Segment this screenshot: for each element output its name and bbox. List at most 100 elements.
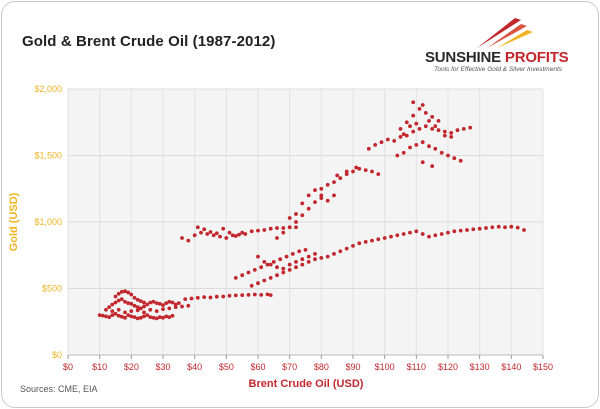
data-point: [142, 310, 146, 315]
data-point: [515, 225, 520, 230]
data-point: [148, 315, 153, 319]
data-point: [154, 309, 159, 313]
data-point: [161, 315, 165, 320]
data-point: [148, 300, 153, 305]
sunshine-profits-logo: SUNSHINE PROFITS Tools for Effective Gol…: [420, 16, 590, 78]
data-point: [278, 257, 283, 262]
data-point: [256, 281, 260, 286]
data-point: [262, 278, 267, 283]
data-point: [138, 299, 143, 303]
data-point: [161, 303, 165, 307]
data-point: [227, 230, 232, 235]
data-point: [268, 226, 273, 231]
logo-rays-icon: [477, 18, 533, 48]
data-point: [335, 173, 340, 178]
data-point: [202, 227, 207, 232]
data-point: [325, 254, 330, 259]
data-point: [129, 309, 134, 313]
data-point: [300, 257, 305, 262]
data-point: [433, 233, 438, 238]
data-point: [509, 224, 514, 229]
data-point: [157, 301, 162, 306]
data-point: [417, 126, 422, 131]
data-point: [126, 313, 131, 317]
data-point: [300, 213, 305, 218]
data-point: [249, 283, 254, 288]
data-point: [442, 133, 447, 138]
data-point: [129, 301, 134, 306]
data-point: [373, 143, 378, 147]
data-point: [142, 304, 146, 309]
y-tick-label: $1,500: [34, 151, 62, 161]
data-point: [446, 153, 450, 158]
data-point: [294, 265, 298, 270]
data-point: [110, 313, 115, 317]
data-point: [449, 135, 454, 139]
data-point: [151, 299, 156, 304]
data-point: [240, 230, 245, 235]
data-point: [275, 226, 279, 230]
data-point: [129, 314, 134, 319]
data-point: [436, 128, 441, 133]
data-point: [344, 246, 349, 251]
data-point: [303, 248, 308, 252]
data-point: [395, 233, 400, 238]
x-tick-label: $60: [250, 362, 265, 372]
data-point: [240, 273, 245, 278]
data-point: [243, 232, 248, 236]
data-point: [113, 294, 118, 299]
data-point: [287, 262, 292, 267]
data-point: [332, 193, 336, 198]
data-point: [119, 289, 124, 294]
data-point: [224, 236, 229, 240]
data-point: [496, 224, 501, 229]
data-point: [401, 132, 406, 137]
data-point: [436, 119, 441, 123]
data-point: [423, 124, 428, 129]
data-point: [151, 315, 156, 320]
data-point: [183, 297, 188, 301]
data-point: [259, 293, 264, 297]
data-point: [233, 293, 238, 298]
data-point: [256, 228, 260, 233]
data-point: [119, 314, 124, 319]
data-point: [233, 234, 238, 238]
data-point: [202, 295, 207, 299]
data-point: [287, 216, 292, 220]
data-point: [271, 260, 276, 264]
data-point: [154, 301, 159, 305]
data-point: [123, 315, 127, 320]
data-point: [180, 236, 184, 240]
data-point: [227, 293, 232, 298]
data-point: [157, 315, 162, 319]
data-point: [420, 103, 425, 107]
data-point: [135, 297, 140, 302]
x-tick-label: $50: [219, 362, 234, 372]
data-point: [129, 292, 134, 297]
x-tick-label: $150: [533, 362, 553, 372]
data-point: [287, 268, 292, 272]
data-point: [338, 176, 343, 181]
data-point: [154, 316, 159, 321]
data-point: [313, 252, 317, 256]
data-point: [113, 300, 118, 305]
data-point: [208, 230, 213, 234]
data-point: [142, 300, 146, 305]
data-point: [404, 120, 409, 125]
data-point: [214, 294, 219, 299]
data-point: [195, 225, 200, 230]
data-point: [116, 313, 121, 318]
x-tick-label: $130: [470, 362, 490, 372]
data-point: [284, 254, 289, 259]
data-point: [332, 252, 336, 256]
data-point: [167, 315, 172, 319]
data-point: [233, 276, 238, 280]
data-point: [145, 313, 150, 317]
data-point: [262, 260, 267, 264]
data-point: [433, 124, 438, 129]
x-tick-label: $110: [407, 362, 426, 372]
x-tick-label: $30: [155, 362, 170, 372]
x-tick-label: $90: [345, 362, 360, 372]
data-point: [104, 314, 108, 319]
logo-tagline: Tools for Effective Gold & Silver Invest…: [434, 66, 563, 73]
